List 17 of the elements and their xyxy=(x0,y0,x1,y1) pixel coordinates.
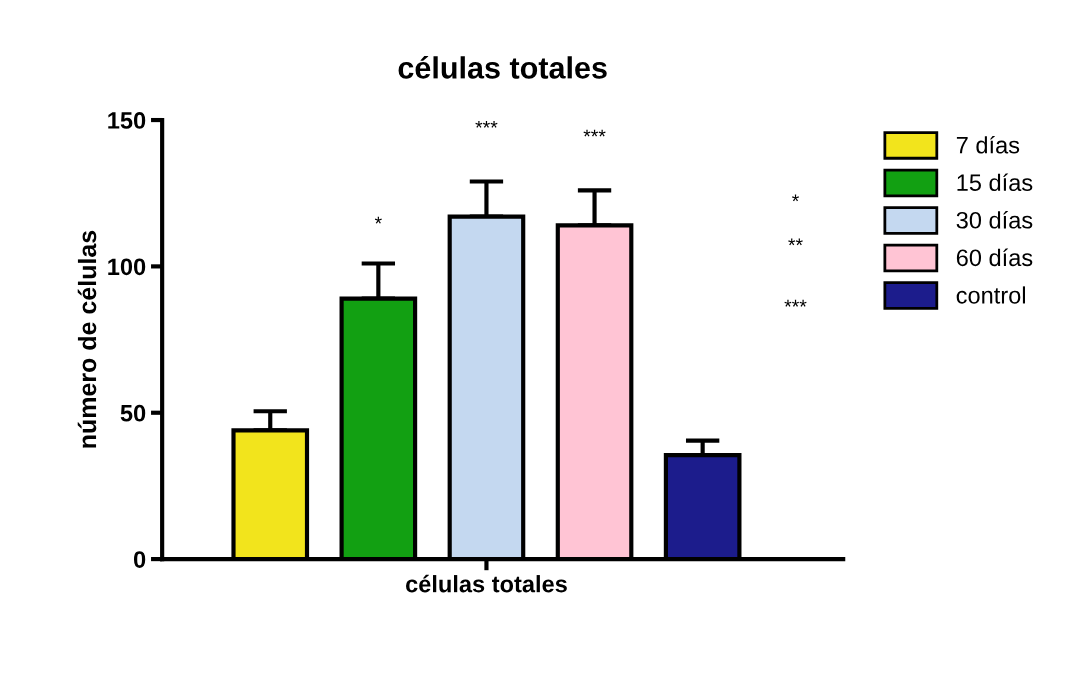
legend-label: 7 días xyxy=(956,135,1020,154)
y-tick-label: 100 xyxy=(108,258,146,276)
annotation: *** xyxy=(583,129,606,137)
y-axis-title: número de células xyxy=(77,230,97,448)
legend-label: control xyxy=(956,286,1025,304)
chart-title: células totales xyxy=(398,55,607,79)
annotation: *** xyxy=(784,299,807,307)
y-tick-label: 0 xyxy=(133,551,146,568)
legend-label: 15 días xyxy=(957,173,1033,192)
annotation: ** xyxy=(788,238,803,246)
y-tick-label: 150 xyxy=(108,112,146,129)
annotation: * xyxy=(792,194,799,202)
legend-label: 30 días xyxy=(956,210,1033,229)
annotation: * xyxy=(374,216,382,224)
legend-label: 60 días xyxy=(956,248,1033,267)
annotation: *** xyxy=(475,120,498,128)
y-tick-label: 50 xyxy=(120,404,146,422)
